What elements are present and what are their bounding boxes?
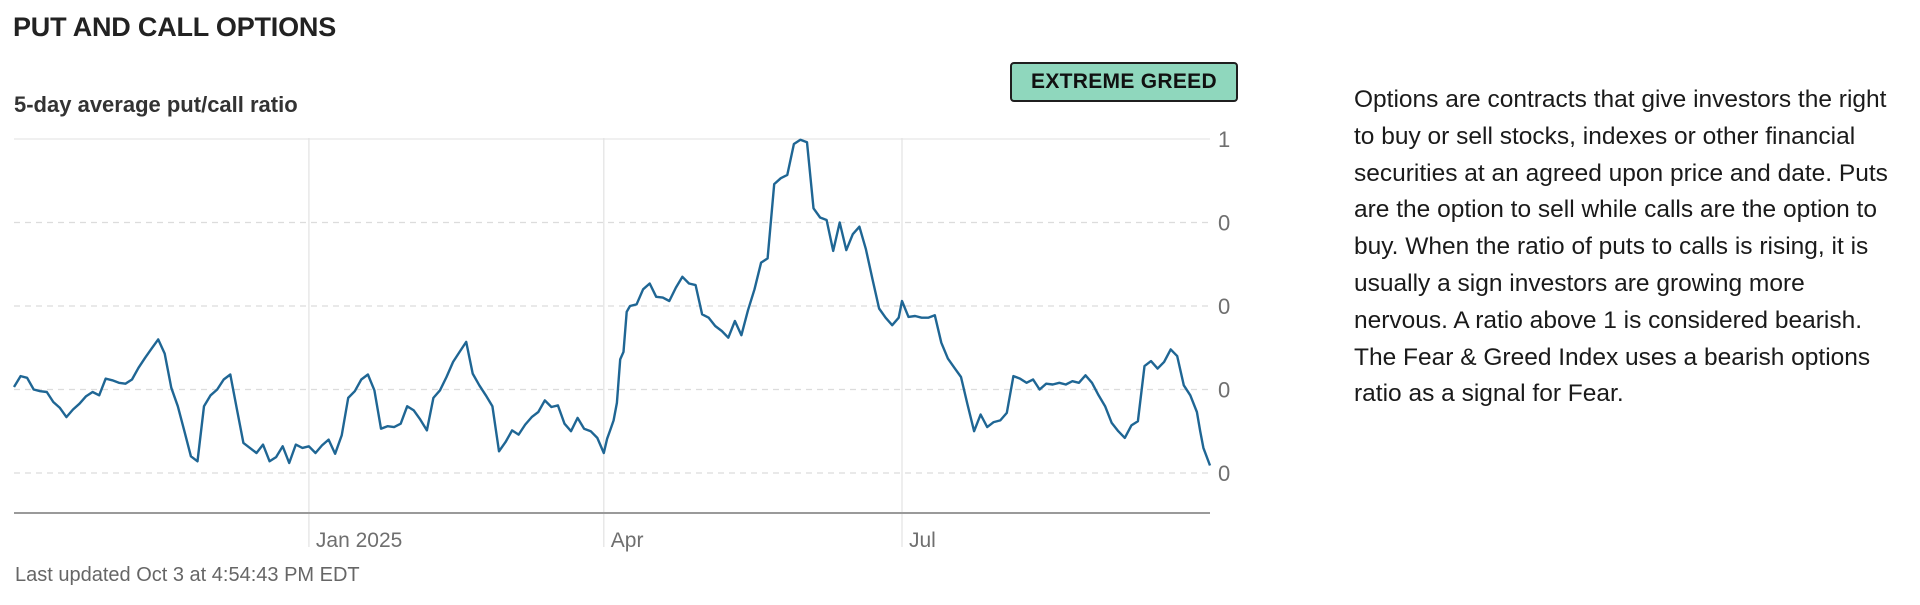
x-tick-label: Jul [909, 529, 936, 552]
chart-tick-labels: 1.00 0.90 0.80 0.70 0.60 Jan 2025 Apr Jul [316, 127, 1230, 552]
y-tick-label: 0.90 [1218, 211, 1230, 236]
y-tick-label: 0.80 [1218, 294, 1230, 319]
x-tick-label: Apr [611, 529, 644, 552]
chart-gridlines [14, 138, 1210, 547]
y-tick-label: 0.60 [1218, 461, 1230, 486]
section-title: PUT AND CALL OPTIONS [13, 12, 337, 42]
x-tick-label: Jan 2025 [316, 529, 402, 552]
put-call-ratio-line[interactable] [12, 138, 1212, 466]
rating-badge: EXTREME GREED [1010, 62, 1238, 102]
put-call-ratio-chart: 1.00 0.90 0.80 0.70 0.60 Jan 2025 Apr Jul [12, 127, 1230, 552]
y-tick-label: 0.70 [1218, 378, 1230, 403]
chart-title: 5-day average put/call ratio [14, 92, 298, 117]
options-description: Options are contracts that give investor… [1354, 86, 1888, 408]
y-tick-label: 1.00 [1218, 127, 1230, 152]
last-updated-text: Last updated Oct 3 at 4:54:43 PM EDT [15, 564, 360, 586]
